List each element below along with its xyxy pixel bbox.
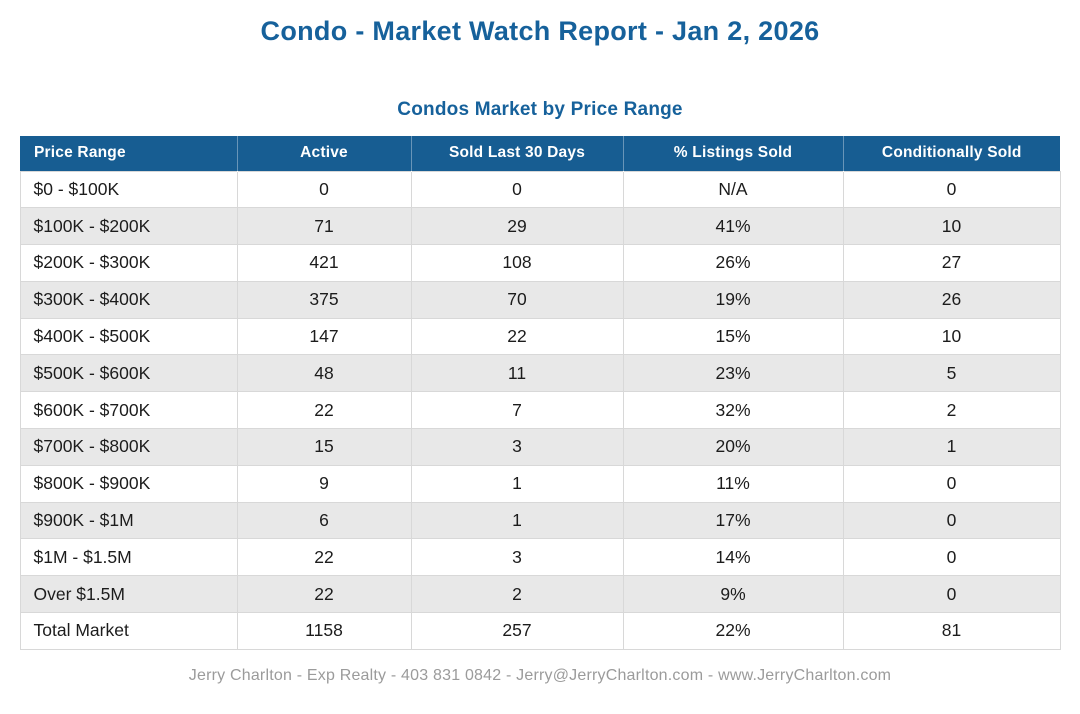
table-cell: 41% — [622, 207, 844, 246]
table-cell: 0 — [842, 170, 1061, 209]
table-row: $500K - $600K 48 11 23% 5 — [19, 354, 1061, 393]
page-title: Condo - Market Watch Report - Jan 2, 202… — [260, 16, 820, 46]
table-cell: 22 — [236, 575, 412, 614]
table-cell: 14% — [622, 538, 844, 577]
table-cell: 5 — [842, 354, 1061, 393]
table-cell: 2 — [842, 391, 1061, 430]
table-cell: 71 — [236, 207, 412, 246]
table-cell: 22 — [410, 317, 624, 356]
table-cell: 10 — [842, 207, 1061, 246]
table-cell: $600K - $700K — [19, 391, 238, 430]
table-cell: 81 — [842, 612, 1061, 650]
table-row: $800K - $900K 9 1 11% 0 — [19, 464, 1061, 503]
table-cell: 9 — [236, 464, 412, 503]
column-header-active: Active — [236, 136, 411, 171]
table-cell: 0 — [842, 501, 1061, 540]
table-row: $200K - $300K 421 108 26% 27 — [19, 244, 1061, 282]
table-cell: 7 — [410, 391, 624, 430]
market-watch-table: Price Range Active Sold Last 30 Days % L… — [19, 136, 1061, 650]
table-cell: $400K - $500K — [19, 317, 238, 356]
column-header-percent-listings-sold: % Listings Sold — [622, 136, 843, 171]
table-cell: 3 — [410, 538, 624, 577]
table-cell: 2 — [410, 575, 624, 614]
table-cell: $500K - $600K — [19, 354, 238, 393]
table-cell: $100K - $200K — [19, 207, 238, 246]
table-cell: $900K - $1M — [19, 501, 238, 540]
table-cell: 1 — [842, 428, 1061, 466]
table-cell: 3 — [410, 428, 624, 466]
table-cell: 108 — [410, 244, 624, 282]
table-title: Condos Market by Price Range — [397, 99, 683, 120]
table-cell: 9% — [622, 575, 844, 614]
table-cell: 147 — [236, 317, 412, 356]
table-cell: 0 — [410, 170, 624, 209]
table-cell: 19% — [622, 280, 844, 319]
table-cell: 11 — [410, 354, 624, 393]
table-row: $900K - $1M 6 1 17% 0 — [19, 501, 1061, 540]
table-cell: Total Market — [19, 612, 238, 650]
table-cell: 10 — [842, 317, 1061, 356]
table-cell: 11% — [622, 464, 844, 503]
table-row: $600K - $700K 22 7 32% 2 — [19, 391, 1061, 430]
table-cell: 0 — [842, 575, 1061, 614]
table-cell: Over $1.5M — [19, 575, 238, 614]
table-cell: 22 — [236, 391, 412, 430]
table-cell: 26% — [622, 244, 844, 282]
table-cell: 0 — [236, 170, 412, 209]
table-cell: 26 — [842, 280, 1061, 319]
table-cell: $200K - $300K — [19, 244, 238, 282]
table-cell: 70 — [410, 280, 624, 319]
table-cell: 22% — [622, 612, 844, 650]
table-cell: 23% — [622, 354, 844, 393]
table-row: $0 - $100K 0 0 N/A 0 — [19, 170, 1061, 209]
table-cell: 32% — [622, 391, 844, 430]
table-header-row: Price Range Active Sold Last 30 Days % L… — [20, 136, 1060, 171]
column-header-conditionally-sold: Conditionally Sold — [842, 136, 1060, 171]
table-cell: $0 - $100K — [19, 170, 238, 209]
table-cell: 48 — [236, 354, 412, 393]
table-cell: 1 — [410, 501, 624, 540]
footer-contact-info: Jerry Charlton - Exp Realty - 403 831 08… — [188, 666, 892, 684]
table-cell: 6 — [236, 501, 412, 540]
table-row: $700K - $800K 15 3 20% 1 — [19, 428, 1061, 466]
table-cell: 20% — [622, 428, 844, 466]
table-cell: 27 — [842, 244, 1061, 282]
table-cell: $800K - $900K — [19, 464, 238, 503]
table-cell: 1 — [410, 464, 624, 503]
table-cell: N/A — [622, 170, 844, 209]
table-row: $400K - $500K 147 22 15% 10 — [19, 317, 1061, 356]
table-row: Total Market 1158 257 22% 81 — [19, 612, 1061, 650]
table-cell: 421 — [236, 244, 412, 282]
table-cell: $300K - $400K — [19, 280, 238, 319]
table-row: $300K - $400K 375 70 19% 26 — [19, 280, 1061, 319]
table-cell: 0 — [842, 538, 1061, 577]
table-cell: 29 — [410, 207, 624, 246]
table-row: $1M - $1.5M 22 3 14% 0 — [19, 538, 1061, 577]
table-cell: 0 — [842, 464, 1061, 503]
table-cell: 375 — [236, 280, 412, 319]
table-cell: 15 — [236, 428, 412, 466]
table-cell: $1M - $1.5M — [19, 538, 238, 577]
table-row: $100K - $200K 71 29 41% 10 — [19, 207, 1061, 246]
table-cell: 15% — [622, 317, 844, 356]
table-cell: 17% — [622, 501, 844, 540]
table-cell: $700K - $800K — [19, 428, 238, 466]
table-cell: 22 — [236, 538, 412, 577]
column-header-sold-last-30-days: Sold Last 30 Days — [410, 136, 623, 171]
table-cell: 257 — [410, 612, 624, 650]
column-header-price-range: Price Range — [20, 136, 237, 171]
table-cell: 1158 — [236, 612, 412, 650]
table-body: $0 - $100K 0 0 N/A 0 $100K - $200K 71 29 41% 10 $2… — [19, 170, 1061, 650]
table-row: Over $1.5M 22 2 9% 0 — [19, 575, 1061, 614]
